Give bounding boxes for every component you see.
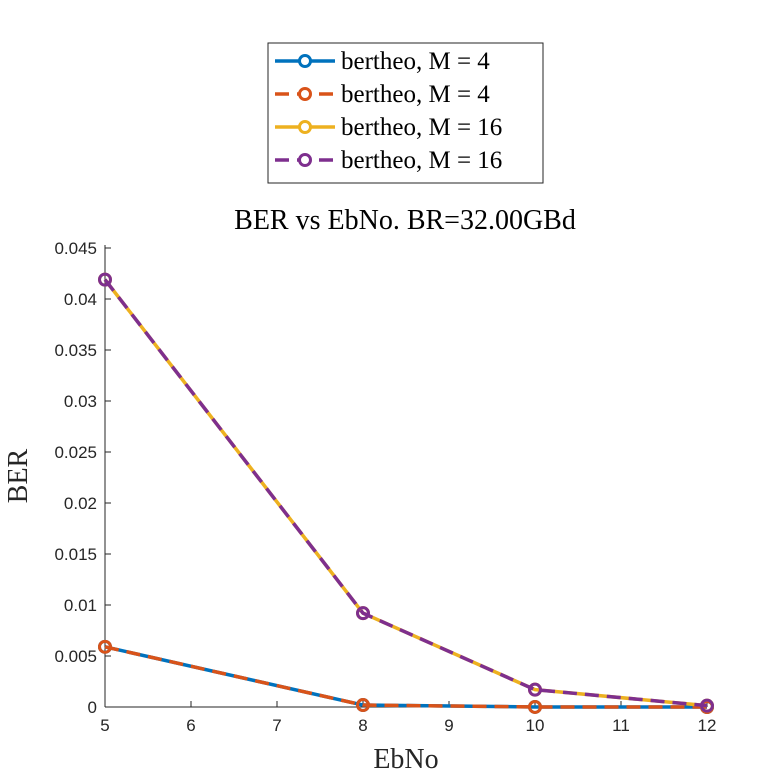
y-tick-label: 0.035 — [54, 341, 97, 360]
legend-entries: bertheo, M = 4 bertheo, M = 4 bertheo, M =… — [275, 48, 502, 174]
y-axis-ticks: 0 0.005 0.01 0.015 0.02 0.025 0.03 0.035 0.04 0.0… — [54, 239, 111, 717]
x-tick-label: 12 — [698, 716, 717, 735]
series-line — [104, 645, 708, 709]
chart-title: BER vs EbNo. BR=32.00GBd — [234, 205, 576, 236]
legend-entry: bertheo, M = 16 — [275, 147, 502, 174]
y-tick-label: 0 — [88, 698, 97, 717]
series-line — [103, 278, 708, 708]
x-tick-label: 5 — [100, 716, 109, 735]
legend-label: bertheo, M = 16 — [341, 114, 502, 141]
legend-label: bertheo, M = 4 — [341, 48, 490, 75]
legend-swatch-marker — [298, 153, 312, 167]
data-point — [528, 682, 542, 697]
x-tick-label: 6 — [186, 716, 195, 735]
data-point — [356, 606, 370, 621]
data-point — [98, 639, 112, 654]
x-axis-title: EbNo — [373, 744, 438, 775]
legend-swatch-marker — [298, 54, 312, 68]
x-tick-label: 7 — [272, 716, 281, 735]
legend-swatch-marker — [298, 87, 312, 101]
y-tick-label: 0.005 — [54, 647, 97, 666]
y-tick-label: 0.03 — [64, 392, 97, 411]
y-tick-label: 0.04 — [64, 290, 97, 309]
legend-box — [267, 42, 544, 184]
x-tick-label: 10 — [526, 716, 545, 735]
legend-entry: bertheo, M = 4 — [275, 48, 490, 75]
legend-entry: bertheo, M = 16 — [275, 114, 502, 141]
axes: 5 6 7 8 9 10 11 12 0 0.005 0.01 0.015 0.02 0.025 0.03… — [54, 239, 716, 735]
x-axis-ticks: 5 6 7 8 9 10 11 12 — [100, 701, 716, 735]
legend-entry: bertheo, M = 4 — [275, 81, 490, 108]
x-tick-label: 11 — [612, 716, 630, 735]
x-tick-label: 9 — [444, 716, 453, 735]
plot-series — [98, 272, 714, 714]
data-point — [98, 272, 112, 287]
legend-label: bertheo, M = 16 — [341, 147, 502, 174]
data-point — [700, 698, 714, 713]
y-tick-label: 0.01 — [64, 596, 97, 615]
legend-label: bertheo, M = 4 — [341, 81, 490, 108]
y-tick-label: 0.015 — [54, 545, 97, 564]
x-tick-label: 8 — [358, 716, 367, 735]
y-axis-title: BER — [3, 448, 34, 503]
data-point — [528, 699, 542, 714]
series-3 — [98, 272, 714, 713]
y-tick-label: 0.02 — [64, 494, 97, 513]
y-tick-label: 0.045 — [54, 239, 97, 258]
data-point — [356, 698, 370, 713]
legend: bertheo, M = 4 bertheo, M = 4 bertheo, M =… — [267, 42, 544, 184]
y-tick-label: 0.025 — [54, 443, 97, 462]
legend-swatch-marker — [298, 120, 312, 134]
